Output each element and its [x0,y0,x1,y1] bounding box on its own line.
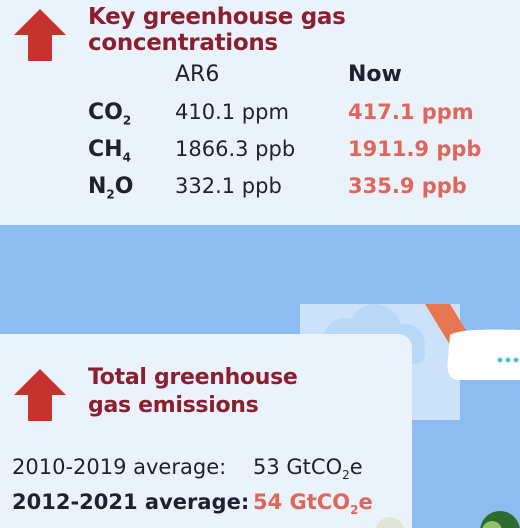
emissions-title: Total greenhouse gas emissions [88,365,298,418]
co2-now-value: 417.1 ppm [348,100,474,124]
tree-icon [376,511,520,528]
ch4-ar6-value: 1866.3 ppb [175,137,296,161]
emissions-value-2010-2019: 53 GtCO2e [253,455,363,483]
concentrations-panel [0,0,520,225]
header-now: Now [348,62,402,87]
n2o-now-value: 335.9 ppb [348,174,467,198]
co2-ar6-value: 410.1 ppm [175,100,289,124]
emissions-label-2010-2019: 2010-2019 average: [12,455,227,479]
gas-n2o: N2O [88,174,134,202]
emissions-label-2012-2021: 2012-2021 average: [12,490,250,514]
ch4-now-value: 1911.9 ppb [348,137,482,161]
gas-ch4: CH4 [88,137,131,165]
concentrations-title: Key greenhouse gas concentrations [88,4,346,56]
up-arrow-icon [14,369,66,421]
up-arrow-icon [14,9,66,61]
emissions-value-2012-2021: 54 GtCO2e [253,490,373,518]
n2o-ar6-value: 332.1 ppb [175,174,282,198]
gas-co2: CO2 [88,100,132,128]
header-ar6: AR6 [175,62,220,87]
emissions-panel [0,334,412,528]
